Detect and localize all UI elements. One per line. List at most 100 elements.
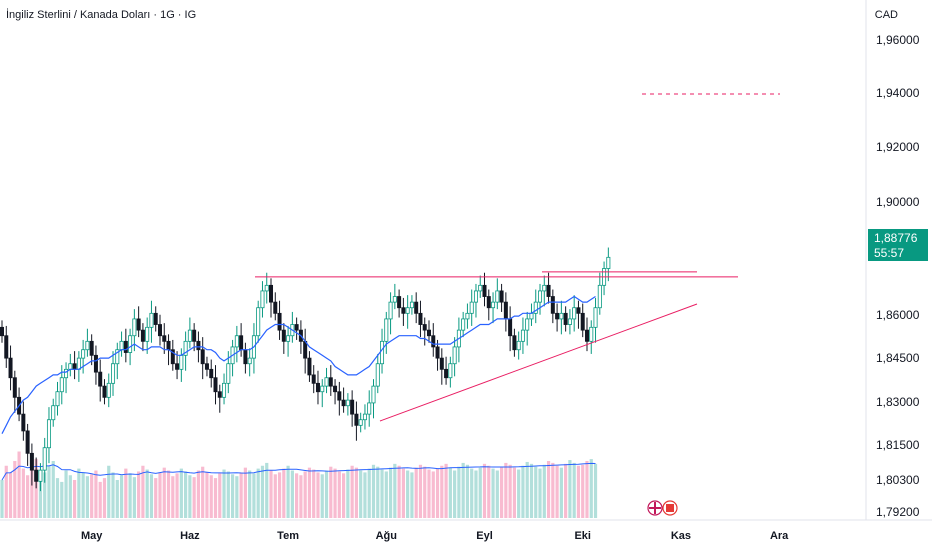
volume-bar [166,470,171,518]
candle-body [529,312,534,320]
canada-flag-icon[interactable] [662,500,678,516]
candle-body [375,363,380,387]
candle-body [367,402,372,415]
volume-bar [21,468,25,518]
y-tick-label: 1,92000 [876,140,920,154]
volume-bar [269,470,273,518]
candle-body [196,340,201,351]
candle-body [200,349,205,365]
candle-body [132,318,137,337]
candle-body [388,301,393,320]
last-price-value: 1,88776 [874,231,918,245]
volume-bar [418,464,423,518]
candle-body [520,329,525,342]
candle-body [256,307,261,337]
volume-bar [589,459,593,518]
x-tick-label: Haz [180,530,200,542]
volume-bar [367,468,371,518]
volume-bar [359,470,363,518]
volume-bar [435,468,440,518]
volume-bar [51,461,55,518]
volume-bar [179,468,183,518]
volume-bar [252,473,256,518]
candle-body [465,312,470,320]
volume-bar [581,464,585,518]
volume-bar [72,480,77,518]
candle-body [179,354,184,370]
volume-bar [137,471,141,518]
candle-body [128,335,133,353]
candle-body [397,296,402,309]
candle-body [469,301,474,314]
last-price-tag: 1,88776 55:57 [868,229,928,261]
y-tick-label: 1,90000 [876,195,920,209]
volume-bar [265,462,269,518]
candle-body [119,340,124,351]
candle-body [153,312,158,325]
candle-body [29,452,34,471]
volume-bar [107,465,111,518]
volume-bar [196,470,201,518]
candle-body [426,329,431,337]
volume-bar [461,462,465,518]
volume-bar [397,465,401,518]
candle-body [269,284,274,303]
volume-bar [453,470,457,518]
candle-body [473,290,478,303]
x-tick-label: Kas [671,530,691,542]
candle-body [187,329,192,342]
volume-bar [149,474,154,518]
volume-bar [68,475,72,518]
volume-bar [171,476,175,518]
volume-bar [414,467,418,518]
volume-bar [98,481,102,518]
candle-body [102,385,107,398]
candle-body [358,419,363,426]
volume-bar [47,465,51,518]
candle-body [149,312,154,328]
chart-title: İngiliz Sterlini / Kanada Doları · 1G · … [6,9,197,21]
support-trendline [379,303,698,422]
candle-body [439,357,444,370]
volume-bar [512,467,516,518]
candle-body [572,307,577,320]
volume-bar [431,471,435,518]
volume-bar [239,472,243,518]
volume-bar [363,472,367,518]
y-tick-label: 1,80300 [876,473,920,487]
volume-bar [478,467,482,518]
volume-bar [30,462,34,518]
volume-bar [542,464,546,518]
candle-body [12,377,17,398]
candle-body [538,290,543,303]
volume-bar [572,462,576,518]
moving-average-line [1,295,596,434]
volume-bar [482,463,487,518]
candle-body [384,318,389,342]
volume-bar [354,467,359,518]
volume-bar [17,451,21,518]
candle-body [516,340,521,351]
volume-bar [559,467,563,518]
candle-body [333,385,338,393]
candle-body [324,377,329,387]
candle-body [422,324,427,331]
candle-body [8,357,13,379]
candle-body [85,340,90,351]
volume-bar [243,467,247,518]
volume-bar [538,468,542,518]
volume-bar [329,466,333,518]
candle-body [46,419,51,449]
candle-body [550,296,555,314]
candle-body [294,324,299,331]
volume-bar [115,480,119,518]
candle-body [555,312,560,320]
candle-body [503,301,508,320]
uk-flag-icon[interactable] [647,500,663,516]
volume-bar [427,469,431,518]
candle-body [4,335,9,359]
volume-bar [290,470,294,518]
x-tick-label: Ara [770,530,789,542]
volume-bar [307,467,312,518]
